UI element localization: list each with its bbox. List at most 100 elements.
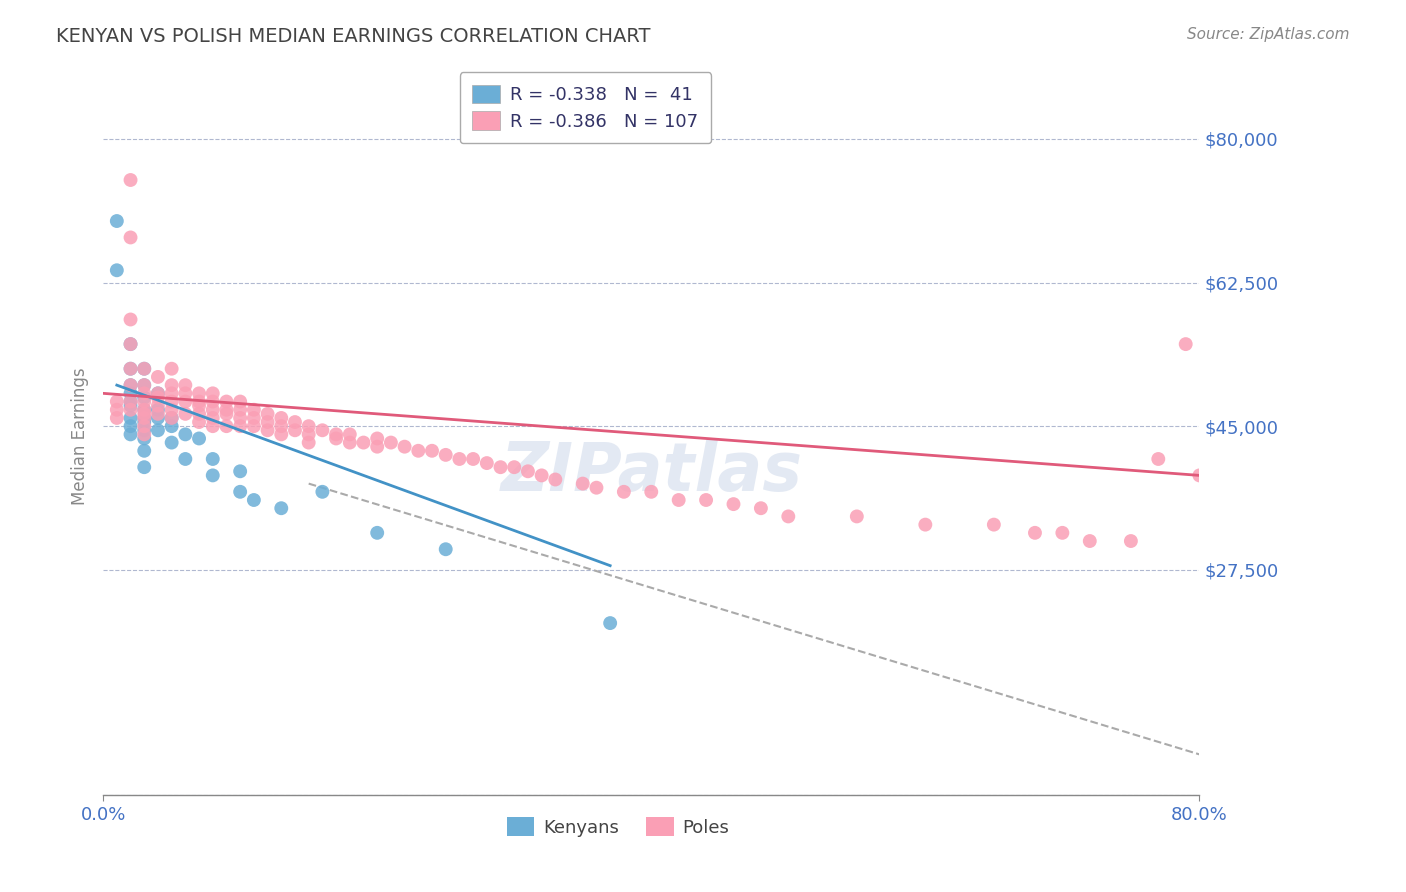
Point: [339, 427, 361, 442]
Point: [449, 452, 471, 467]
Point: [201, 411, 224, 425]
Point: [146, 391, 169, 405]
Point: [311, 484, 333, 499]
Point: [463, 452, 485, 467]
Point: [640, 484, 662, 499]
Point: [256, 407, 278, 421]
Text: ZIPatlas: ZIPatlas: [501, 440, 803, 506]
Point: [134, 411, 156, 425]
Point: [134, 423, 156, 437]
Point: [120, 394, 142, 409]
Point: [243, 402, 266, 417]
Point: [256, 423, 278, 437]
Point: [311, 423, 333, 437]
Point: [160, 411, 183, 425]
Point: [270, 427, 292, 442]
Point: [229, 402, 252, 417]
Point: [1052, 525, 1074, 540]
Point: [134, 443, 156, 458]
Point: [366, 432, 388, 446]
Point: [160, 378, 183, 392]
Point: [229, 411, 252, 425]
Point: [380, 435, 402, 450]
Point: [1174, 337, 1197, 351]
Point: [1119, 534, 1142, 549]
Point: [339, 435, 361, 450]
Point: [215, 394, 238, 409]
Point: [160, 411, 183, 425]
Point: [134, 391, 156, 405]
Point: [270, 419, 292, 434]
Point: [134, 427, 156, 442]
Point: [120, 419, 142, 434]
Point: [188, 407, 211, 421]
Point: [134, 407, 156, 421]
Point: [229, 394, 252, 409]
Point: [201, 419, 224, 434]
Point: [146, 402, 169, 417]
Point: [201, 386, 224, 401]
Point: [120, 361, 142, 376]
Point: [434, 448, 457, 462]
Point: [229, 464, 252, 478]
Point: [366, 525, 388, 540]
Point: [120, 337, 142, 351]
Point: [134, 411, 156, 425]
Point: [778, 509, 800, 524]
Point: [105, 411, 128, 425]
Point: [420, 443, 443, 458]
Point: [134, 415, 156, 429]
Point: [146, 386, 169, 401]
Point: [120, 378, 142, 392]
Point: [201, 394, 224, 409]
Point: [298, 427, 321, 442]
Point: [229, 419, 252, 434]
Point: [243, 493, 266, 508]
Point: [571, 476, 593, 491]
Point: [174, 378, 197, 392]
Point: [544, 473, 567, 487]
Point: [585, 481, 607, 495]
Point: [475, 456, 498, 470]
Point: [983, 517, 1005, 532]
Point: [174, 452, 197, 467]
Point: [146, 386, 169, 401]
Point: [120, 402, 142, 417]
Point: [146, 411, 169, 425]
Point: [120, 427, 142, 442]
Point: [120, 411, 142, 425]
Point: [229, 484, 252, 499]
Point: [1024, 525, 1046, 540]
Point: [120, 337, 142, 351]
Point: [134, 361, 156, 376]
Point: [270, 501, 292, 516]
Point: [201, 452, 224, 467]
Point: [120, 361, 142, 376]
Point: [120, 230, 142, 244]
Legend: Kenyans, Poles: Kenyans, Poles: [501, 810, 737, 844]
Text: Source: ZipAtlas.com: Source: ZipAtlas.com: [1187, 27, 1350, 42]
Point: [188, 394, 211, 409]
Point: [134, 419, 156, 434]
Point: [134, 394, 156, 409]
Point: [284, 415, 307, 429]
Point: [1078, 534, 1101, 549]
Point: [723, 497, 745, 511]
Point: [298, 435, 321, 450]
Point: [284, 423, 307, 437]
Point: [668, 493, 690, 508]
Point: [134, 361, 156, 376]
Point: [914, 517, 936, 532]
Point: [188, 432, 211, 446]
Point: [201, 468, 224, 483]
Point: [174, 394, 197, 409]
Point: [516, 464, 538, 478]
Point: [215, 402, 238, 417]
Point: [160, 402, 183, 417]
Point: [270, 411, 292, 425]
Point: [215, 407, 238, 421]
Point: [134, 402, 156, 417]
Point: [174, 386, 197, 401]
Point: [503, 460, 526, 475]
Point: [134, 432, 156, 446]
